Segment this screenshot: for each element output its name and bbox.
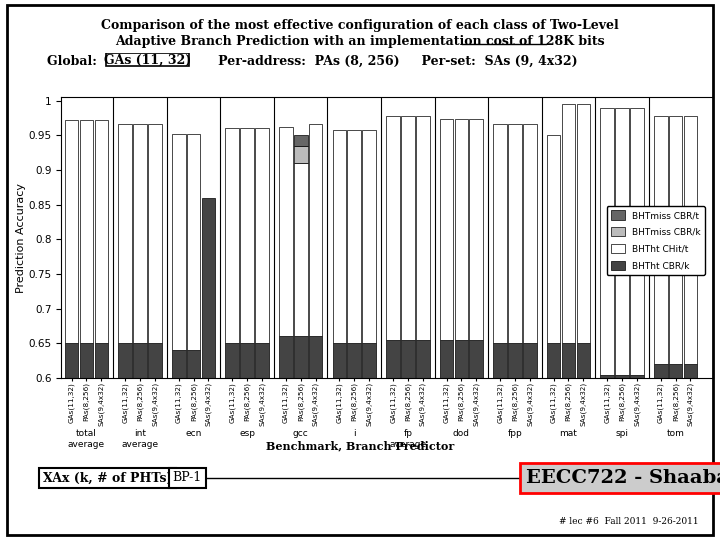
Bar: [202, 198, 215, 378]
Bar: [684, 116, 698, 364]
Text: Benchmark, Branch Predictor: Benchmark, Branch Predictor: [266, 440, 454, 451]
Bar: [80, 343, 94, 378]
Bar: [401, 116, 415, 340]
Bar: [294, 163, 307, 336]
Bar: [172, 134, 186, 350]
Bar: [172, 350, 186, 378]
Bar: [600, 375, 614, 378]
Bar: [654, 364, 667, 378]
Text: fp
average: fp average: [390, 429, 426, 449]
Text: BP-1: BP-1: [173, 471, 202, 484]
Bar: [279, 336, 293, 378]
Text: Adaptive Branch Prediction with an implementation cost of 128K bits: Adaptive Branch Prediction with an imple…: [115, 35, 605, 48]
Text: Per-address:  PAs (8, 256)     Per-set:  SAs (9, 4x32): Per-address: PAs (8, 256) Per-set: SAs (…: [205, 55, 578, 68]
Bar: [240, 343, 254, 378]
Bar: [546, 136, 560, 343]
Bar: [255, 343, 269, 378]
Bar: [440, 340, 454, 378]
Text: # lec #6  Fall 2011  9-26-2011: # lec #6 Fall 2011 9-26-2011: [559, 517, 698, 526]
Bar: [65, 120, 78, 343]
Bar: [309, 336, 323, 378]
Bar: [416, 340, 430, 378]
Bar: [615, 375, 629, 378]
Bar: [94, 120, 108, 343]
Bar: [133, 124, 147, 343]
Bar: [279, 127, 293, 336]
Bar: [225, 343, 239, 378]
Bar: [294, 136, 307, 146]
Bar: [615, 107, 629, 375]
Bar: [401, 340, 415, 378]
Text: Adaptive Branch Prediction with an implementation cost of 128K bits: Adaptive Branch Prediction with an imple…: [115, 35, 605, 48]
Text: gcc: gcc: [293, 429, 309, 438]
Bar: [454, 340, 468, 378]
Bar: [669, 116, 683, 364]
Bar: [440, 119, 454, 340]
Bar: [508, 124, 522, 343]
Text: i: i: [353, 429, 356, 438]
Bar: [577, 343, 590, 378]
Bar: [684, 364, 698, 378]
Bar: [362, 343, 376, 378]
Bar: [294, 336, 307, 378]
Bar: [148, 343, 162, 378]
Text: ecn: ecn: [186, 429, 202, 438]
Bar: [416, 116, 430, 340]
Bar: [65, 343, 78, 378]
Bar: [493, 124, 507, 343]
Bar: [80, 120, 94, 343]
Bar: [577, 104, 590, 343]
Bar: [669, 364, 683, 378]
Bar: [225, 129, 239, 343]
Bar: [94, 343, 108, 378]
Bar: [333, 343, 346, 378]
Text: fpp: fpp: [508, 429, 522, 438]
Bar: [386, 340, 400, 378]
Bar: [630, 107, 644, 375]
Bar: [523, 343, 536, 378]
Bar: [118, 343, 132, 378]
Text: spi: spi: [616, 429, 629, 438]
Text: tom: tom: [667, 429, 685, 438]
Text: mat: mat: [559, 429, 577, 438]
Bar: [386, 116, 400, 340]
Bar: [133, 343, 147, 378]
Bar: [333, 130, 346, 343]
Text: esp: esp: [239, 429, 255, 438]
Text: dod: dod: [453, 429, 470, 438]
Bar: [523, 124, 536, 343]
Text: EECC722 - Shaaban: EECC722 - Shaaban: [526, 469, 720, 487]
Bar: [546, 343, 560, 378]
Bar: [469, 119, 483, 340]
Bar: [508, 343, 522, 378]
Bar: [562, 104, 575, 343]
Bar: [562, 343, 575, 378]
Bar: [186, 350, 200, 378]
Bar: [600, 107, 614, 375]
Y-axis label: Prediction Accuracy: Prediction Accuracy: [16, 183, 26, 293]
Bar: [654, 116, 667, 364]
Bar: [493, 343, 507, 378]
Bar: [348, 343, 361, 378]
Text: XAx (k, # of PHTs): XAx (k, # of PHTs): [43, 471, 173, 484]
Bar: [362, 130, 376, 343]
Bar: [118, 124, 132, 343]
Text: GAs (11, 32): GAs (11, 32): [104, 53, 192, 66]
Bar: [148, 124, 162, 343]
Bar: [255, 129, 269, 343]
Text: Comparison of the most effective configuration of each class of Two-Level: Comparison of the most effective configu…: [101, 19, 619, 32]
Bar: [240, 129, 254, 343]
Bar: [348, 130, 361, 343]
Text: total
average: total average: [68, 429, 105, 449]
Bar: [294, 146, 307, 163]
Text: Global:: Global:: [47, 55, 101, 68]
Bar: [469, 340, 483, 378]
Bar: [309, 124, 323, 336]
Legend: BHTmiss CBR/t, BHTmiss CBR/k, BHTht CHit/t, BHTht CBR/k: BHTmiss CBR/t, BHTmiss CBR/k, BHTht CHit…: [607, 206, 705, 275]
Bar: [454, 119, 468, 340]
Text: int
average: int average: [122, 429, 158, 449]
Bar: [186, 134, 200, 350]
Bar: [630, 375, 644, 378]
